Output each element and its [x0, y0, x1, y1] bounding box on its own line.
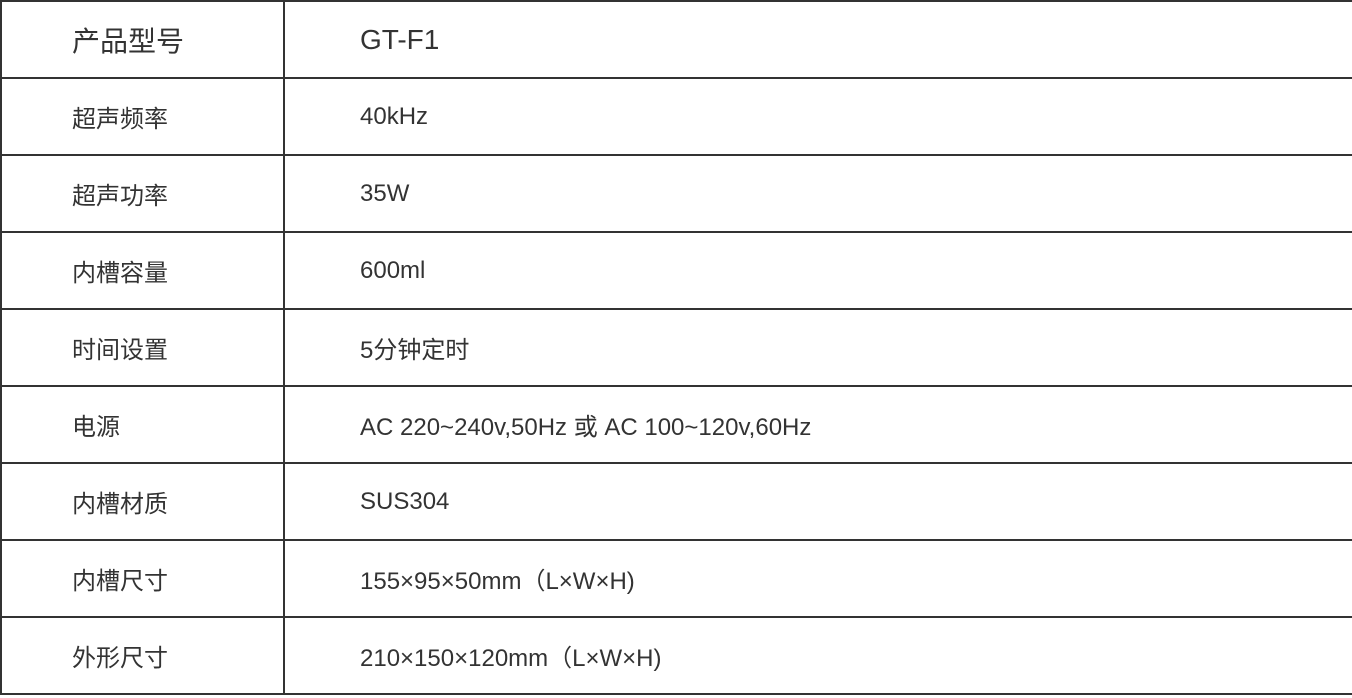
spec-value: AC 220~240v,50Hz 或 AC 100~120v,60Hz — [284, 386, 1352, 463]
spec-label: 内槽尺寸 — [1, 540, 284, 617]
table-row: 内槽容量 600ml — [1, 232, 1352, 309]
spec-label: 内槽容量 — [1, 232, 284, 309]
spec-label: 电源 — [1, 386, 284, 463]
spec-value: 35W — [284, 155, 1352, 232]
table-header-row: 产品型号 GT-F1 — [1, 1, 1352, 78]
table-row: 超声频率 40kHz — [1, 78, 1352, 155]
spec-table: 产品型号 GT-F1 超声频率 40kHz 超声功率 35W 内槽容量 600m… — [0, 0, 1352, 695]
table-row: 内槽尺寸 155×95×50mm（L×W×H) — [1, 540, 1352, 617]
spec-label: 超声频率 — [1, 78, 284, 155]
spec-label: 内槽材质 — [1, 463, 284, 540]
spec-value: 210×150×120mm（L×W×H) — [284, 617, 1352, 694]
table-row: 超声功率 35W — [1, 155, 1352, 232]
spec-value: 155×95×50mm（L×W×H) — [284, 540, 1352, 617]
spec-value: 5分钟定时 — [284, 309, 1352, 386]
table-row: 电源 AC 220~240v,50Hz 或 AC 100~120v,60Hz — [1, 386, 1352, 463]
table-row: 外形尺寸 210×150×120mm（L×W×H) — [1, 617, 1352, 694]
spec-label: 外形尺寸 — [1, 617, 284, 694]
header-label-cell: 产品型号 — [1, 1, 284, 78]
spec-value: 40kHz — [284, 78, 1352, 155]
spec-value: SUS304 — [284, 463, 1352, 540]
spec-label: 时间设置 — [1, 309, 284, 386]
table-row: 内槽材质 SUS304 — [1, 463, 1352, 540]
spec-label: 超声功率 — [1, 155, 284, 232]
header-value-cell: GT-F1 — [284, 1, 1352, 78]
table-row: 时间设置 5分钟定时 — [1, 309, 1352, 386]
spec-value: 600ml — [284, 232, 1352, 309]
